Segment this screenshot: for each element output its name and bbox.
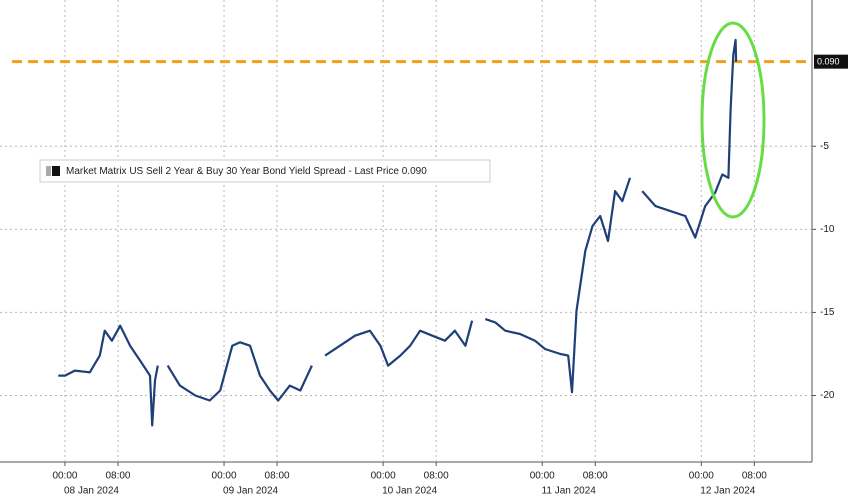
legend: Market Matrix US Sell 2 Year & Buy 30 Ye… bbox=[39, 159, 491, 183]
legend-label: Market Matrix US Sell 2 Year & Buy 30 Ye… bbox=[66, 166, 427, 177]
legend-swatch bbox=[46, 166, 51, 176]
x-tick-label: 00:00 bbox=[212, 471, 237, 482]
x-tick-label: 08:00 bbox=[265, 471, 290, 482]
date-label: 10 Jan 2024 bbox=[382, 486, 437, 497]
date-label: 09 Jan 2024 bbox=[223, 486, 278, 497]
last-price-tag bbox=[814, 54, 848, 69]
date-label: 08 Jan 2024 bbox=[64, 486, 119, 497]
last-price-label: 0.090 bbox=[817, 57, 840, 67]
date-label: 12 Jan 2024 bbox=[700, 486, 755, 497]
x-tick-label: 08:00 bbox=[583, 471, 608, 482]
y-tick-label: -15 bbox=[820, 307, 835, 318]
highlight-ellipse bbox=[700, 21, 766, 219]
x-tick-label: 00:00 bbox=[52, 471, 77, 482]
x-tick-label: 08:00 bbox=[742, 471, 767, 482]
x-tick-label: 00:00 bbox=[689, 471, 714, 482]
x-tick-label: 08:00 bbox=[105, 471, 130, 482]
date-label: 11 Jan 2024 bbox=[542, 486, 597, 497]
series-line bbox=[58, 38, 738, 427]
x-tick-label: 08:00 bbox=[424, 471, 449, 482]
legend-swatch bbox=[52, 166, 60, 176]
x-tick-label: 00:00 bbox=[530, 471, 555, 482]
y-tick-label: -5 bbox=[820, 141, 829, 152]
legend-box bbox=[39, 159, 491, 183]
y-tick-label: -10 bbox=[820, 224, 835, 235]
y-tick-label: -20 bbox=[820, 390, 835, 401]
x-tick-label: 00:00 bbox=[371, 471, 396, 482]
